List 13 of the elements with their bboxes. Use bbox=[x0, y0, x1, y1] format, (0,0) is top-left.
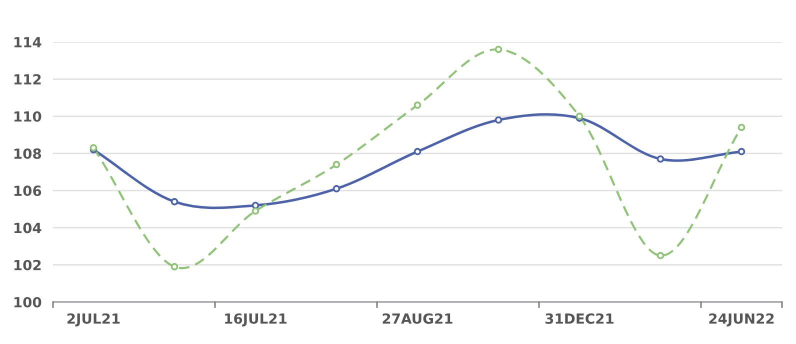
y-tick-label: 114 bbox=[14, 37, 42, 48]
y-tick-label: 112 bbox=[14, 74, 41, 84]
y-tick-label: 104 bbox=[14, 222, 42, 234]
y-tick-label: 110 bbox=[14, 111, 42, 122]
x-tick-label: 2JUL21 bbox=[67, 313, 120, 326]
y-tick-label: 102 bbox=[14, 260, 41, 270]
y-tick-label: 108 bbox=[14, 148, 42, 159]
y-tick-label: 100 bbox=[14, 296, 42, 308]
x-tick-label: 31DEC21 bbox=[545, 313, 614, 324]
x-tick-label: 16JUL21 bbox=[225, 313, 287, 326]
x-tick-label: 27AUG21 bbox=[382, 313, 452, 324]
y-tick-label: 106 bbox=[14, 186, 42, 196]
x-tick-label: 24JUN22 bbox=[709, 313, 774, 326]
